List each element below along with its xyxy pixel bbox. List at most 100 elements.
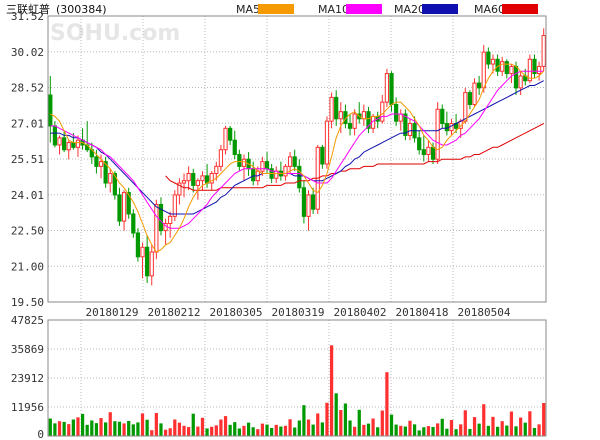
candle-body: [463, 92, 468, 122]
volume-bar: [320, 422, 324, 436]
candle-body: [103, 161, 108, 184]
date-x-tick-label: 20180129: [86, 306, 139, 319]
volume-bar: [177, 422, 182, 436]
candle-body: [532, 58, 537, 75]
volume-bar: [127, 420, 131, 436]
volume-bar: [440, 418, 444, 436]
candle-body: [232, 139, 237, 155]
volume-bar: [459, 424, 463, 436]
price-y-tick-label: 19.50: [11, 296, 44, 309]
moving-average-lines: [50, 63, 545, 253]
price-panel-frame: [47, 15, 547, 303]
volume-bar: [274, 424, 278, 436]
candle-body: [237, 153, 242, 167]
candle-body: [384, 73, 390, 103]
volume-bar: [431, 427, 435, 436]
candle-body: [260, 161, 265, 172]
volume-bar: [62, 421, 66, 436]
volume-bar: [279, 426, 283, 436]
volume-bar: [509, 411, 514, 436]
volume-y-tick-label: 0: [37, 428, 44, 440]
volume-bar: [154, 412, 158, 436]
candle-body: [108, 173, 113, 184]
volume-bar: [200, 417, 205, 436]
volume-y-axis: 47825 35869 23912 11956 0: [11, 314, 44, 440]
candle-body: [66, 142, 71, 151]
volume-bar: [94, 423, 99, 436]
candle-body: [421, 149, 426, 155]
date-x-tick-label: 20180319: [272, 306, 325, 319]
volume-bar: [417, 430, 421, 436]
volume-panel-frame: [47, 319, 547, 437]
stock-name: 三联虹普: [6, 2, 50, 16]
date-x-axis: 20180129 20180212 20180305 20180319 20180402…: [86, 306, 511, 319]
candle-body: [490, 58, 496, 65]
volume-bar: [104, 422, 108, 436]
volume-bar: [270, 427, 274, 436]
volume-bar: [48, 418, 52, 436]
volume-bar: [246, 422, 251, 436]
candle-body: [75, 139, 81, 148]
candle-body: [218, 149, 224, 167]
volume-bar: [228, 424, 232, 436]
volume-bar: [205, 428, 209, 436]
volume-bar: [306, 419, 311, 436]
volume-bar: [486, 425, 490, 436]
volume-grid: [48, 320, 546, 436]
volume-bar: [523, 422, 527, 436]
volume-bar: [468, 428, 472, 436]
legend-label-ma20: MA20: [394, 3, 425, 16]
ma60-line: [165, 123, 544, 191]
candle-body: [407, 123, 413, 136]
volume-bar: [422, 427, 426, 436]
volume-bar: [362, 424, 366, 436]
candle-body: [292, 156, 297, 167]
candle-body: [430, 146, 436, 160]
price-y-tick-label: 27.01: [11, 117, 44, 130]
volume-bar: [380, 410, 384, 436]
date-x-tick-label: 20180418: [396, 306, 449, 319]
volume-bar-series: [48, 345, 546, 436]
volume-bar: [85, 424, 89, 436]
volume-bar: [99, 418, 103, 436]
candle-body: [98, 161, 104, 167]
volume-bar: [311, 424, 315, 436]
candle-body: [426, 146, 431, 155]
candle-body: [513, 65, 519, 89]
volume-bar: [472, 417, 477, 436]
ma10-line: [50, 70, 544, 229]
price-y-tick-label: 28.52: [11, 82, 44, 95]
volume-bar: [71, 419, 75, 436]
volume-bar: [233, 422, 237, 436]
volume-bar: [159, 423, 163, 436]
volume-bar: [260, 423, 265, 436]
candle-body: [186, 173, 191, 182]
ma5-line: [50, 63, 545, 253]
volume-bar: [173, 419, 177, 436]
volume-bar: [353, 426, 357, 436]
candle-body: [62, 137, 67, 151]
candle-body: [467, 92, 473, 106]
candle-body: [251, 168, 256, 182]
volume-bar: [265, 424, 269, 436]
candle-body: [449, 123, 454, 132]
candle-body: [536, 65, 542, 75]
candle-body: [527, 58, 532, 82]
price-y-tick-label: 30.02: [11, 46, 44, 59]
candle-body: [334, 96, 339, 120]
candle-body: [389, 73, 394, 106]
candle-body: [200, 175, 205, 182]
candle-body: [444, 123, 449, 132]
candle-body: [495, 58, 500, 72]
volume-bar: [463, 410, 467, 436]
candle-body: [241, 158, 247, 167]
volume-bar: [113, 421, 117, 436]
candle-body: [140, 246, 145, 258]
candle-body: [121, 192, 127, 222]
candle-body: [264, 161, 270, 170]
candle-body: [287, 156, 293, 167]
candle-body: [477, 82, 482, 89]
volume-bar: [256, 429, 260, 436]
price-y-tick-label: 22.50: [11, 225, 44, 238]
candle-body: [177, 182, 182, 196]
